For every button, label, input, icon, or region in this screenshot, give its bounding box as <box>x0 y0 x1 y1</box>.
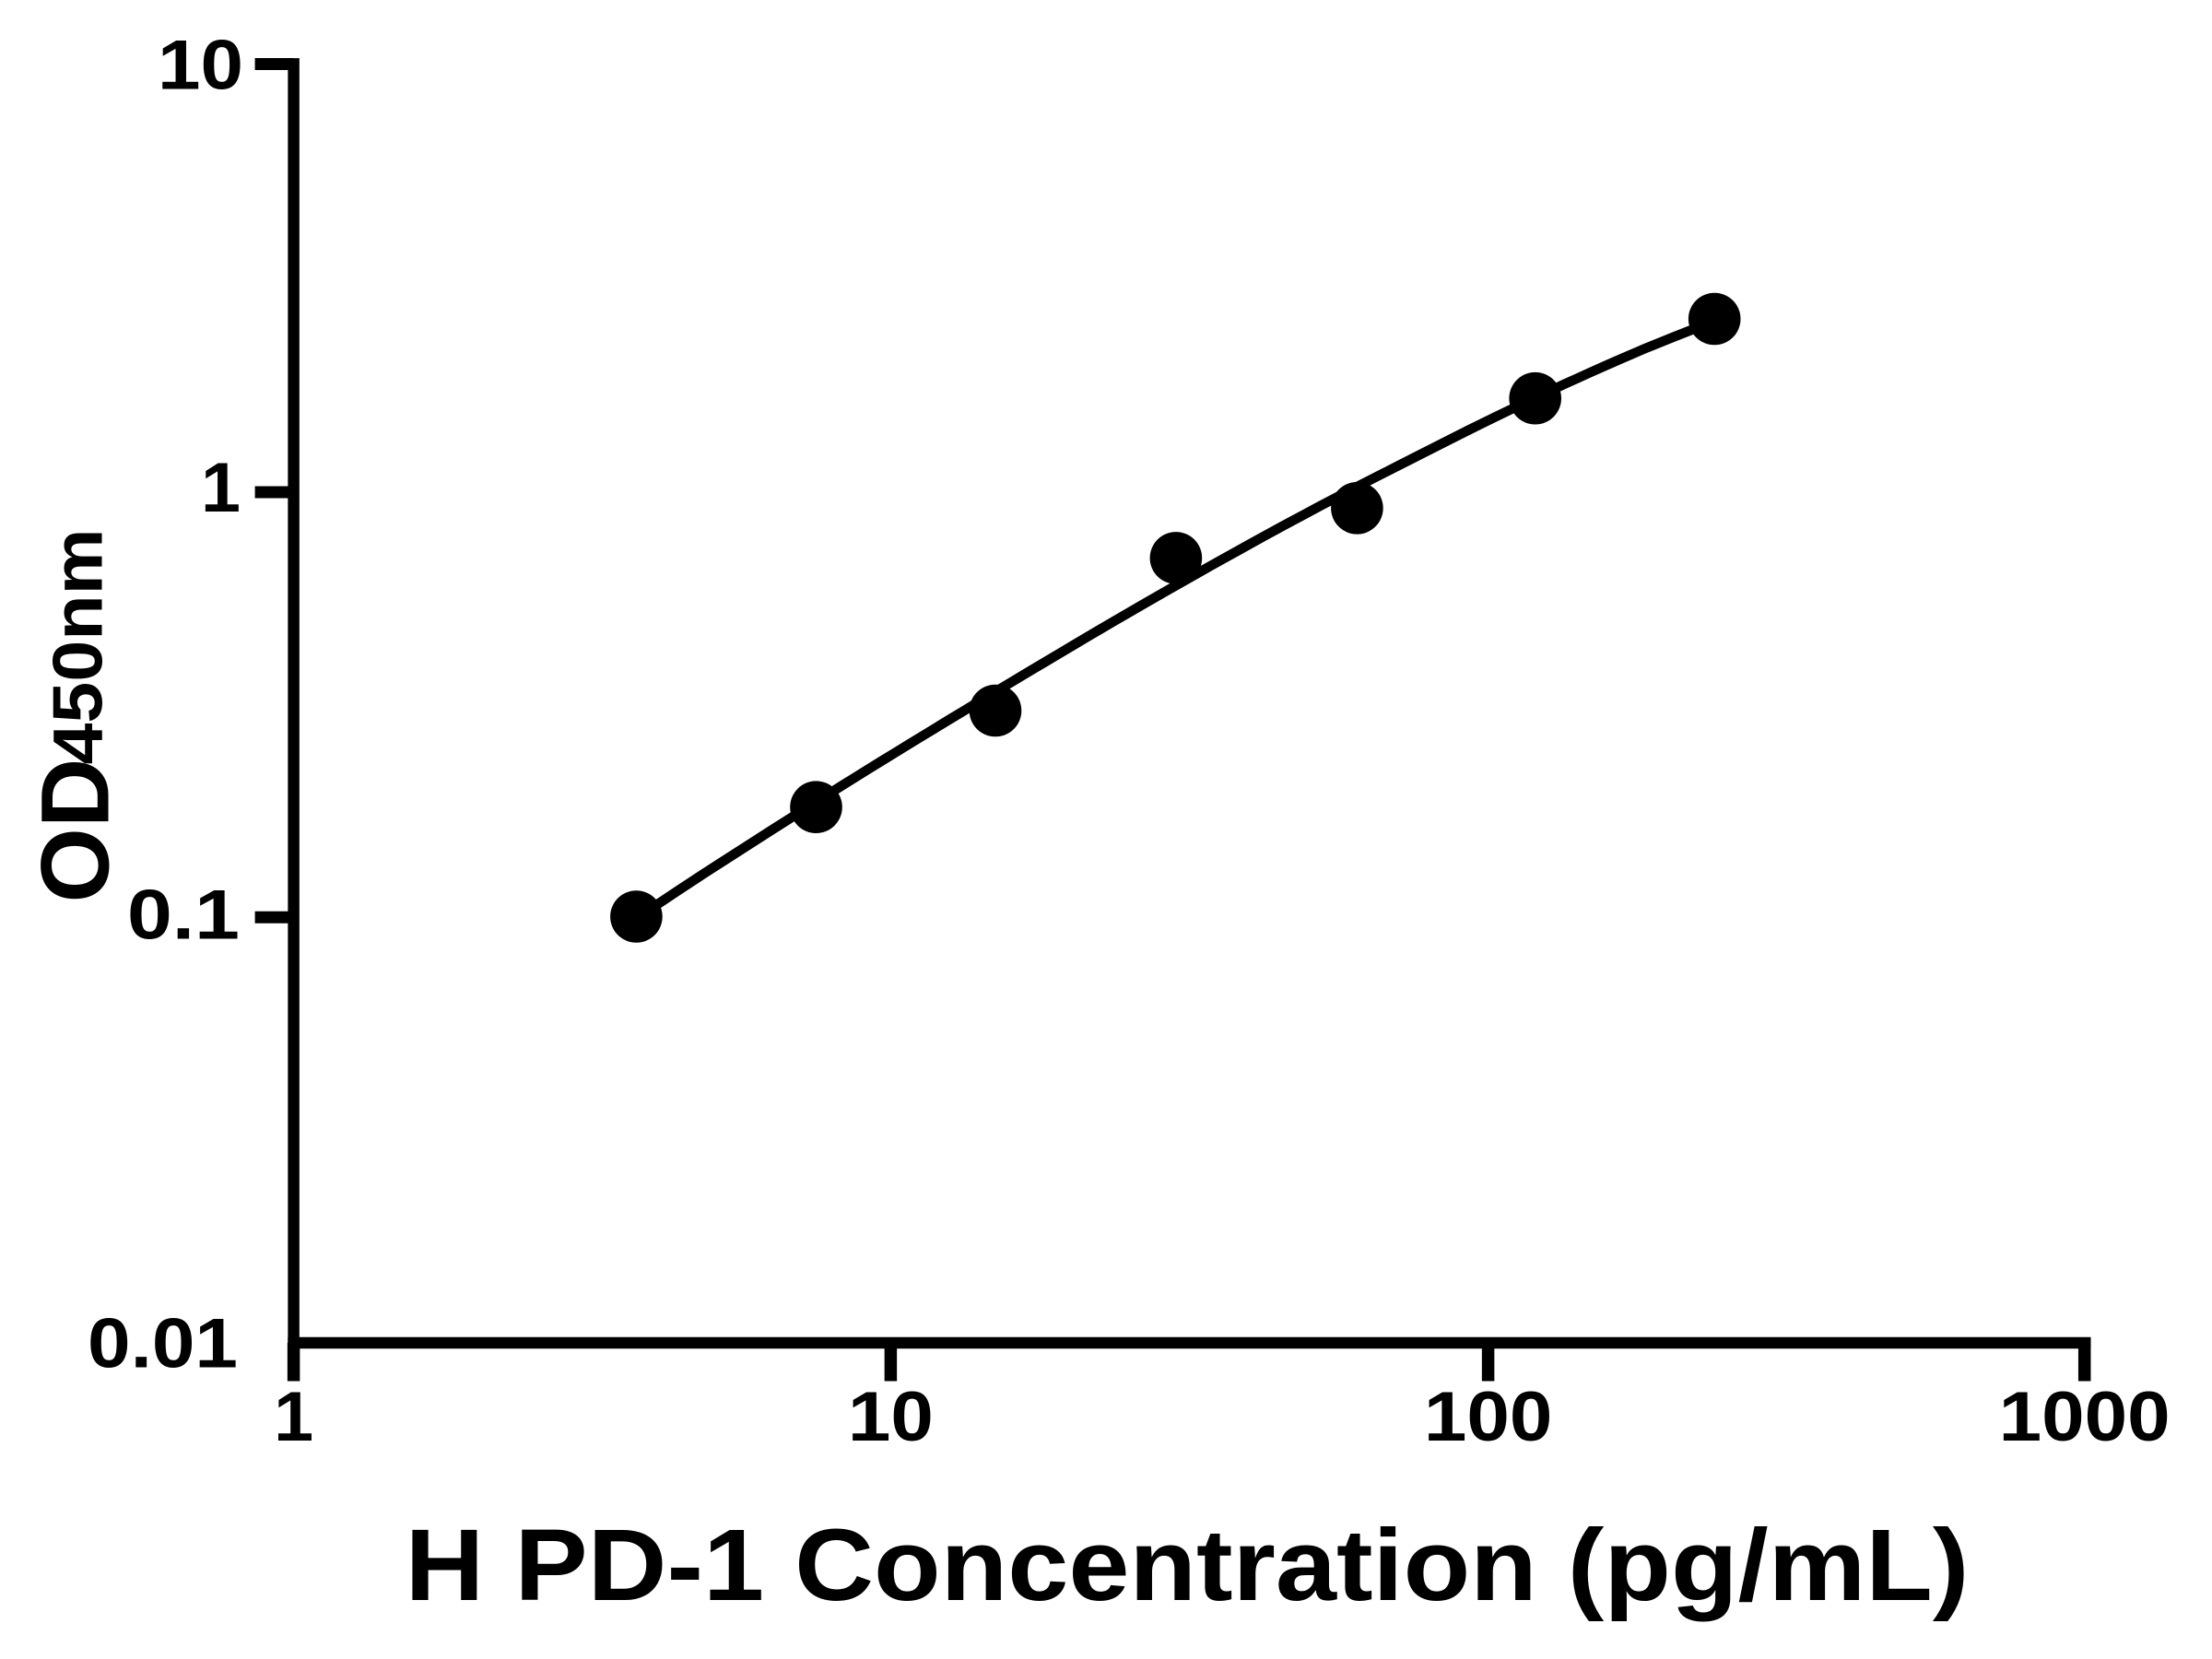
svg-text:10: 10 <box>848 1378 934 1456</box>
svg-text:H PD-1 Concentration (pg/mL): H PD-1 Concentration (pg/mL) <box>406 1509 1970 1622</box>
svg-text:0.01: 0.01 <box>88 1305 238 1383</box>
svg-text:10: 10 <box>158 26 243 104</box>
svg-text:1: 1 <box>201 449 241 527</box>
svg-text:OD: OD <box>22 759 130 903</box>
svg-text:0.1: 0.1 <box>127 876 240 954</box>
svg-text:1: 1 <box>274 1378 313 1456</box>
svg-text:450nm: 450nm <box>40 529 118 765</box>
svg-text:1000: 1000 <box>1999 1378 2171 1456</box>
svg-text:100: 100 <box>1424 1378 1553 1456</box>
